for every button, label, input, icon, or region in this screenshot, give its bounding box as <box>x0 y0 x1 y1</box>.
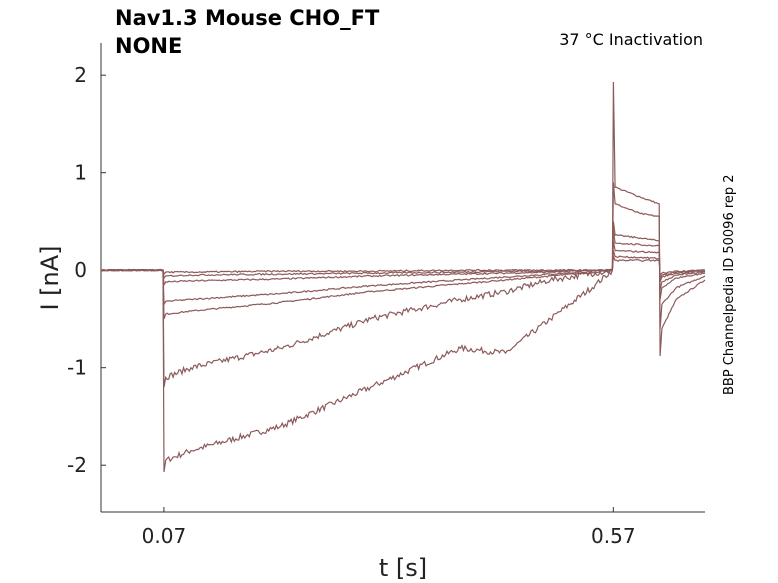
trace-6 <box>100 250 706 280</box>
y-axis-label: I [nA] <box>36 245 64 310</box>
trace-5 <box>100 240 706 287</box>
trace-3 <box>100 221 706 320</box>
x-tick-label: 0.07 <box>142 524 187 548</box>
condition-annotation: 37 °C Inactivation <box>559 30 703 49</box>
trace-4 <box>100 231 706 307</box>
y-tick-label: 1 <box>74 161 87 185</box>
x-axis-label: t [s] <box>379 554 427 582</box>
y-tick-label: -1 <box>67 356 87 380</box>
trace-1 <box>100 81 706 473</box>
y-tick-label: -2 <box>67 453 87 477</box>
x-tick-label: 0.57 <box>591 524 636 548</box>
trace-7 <box>101 256 706 277</box>
y-tick-label: 2 <box>74 63 87 87</box>
y-tick-label: 0 <box>74 258 87 282</box>
chart-title: Nav1.3 Mouse CHO_FT <box>115 6 380 30</box>
chart-subtitle: NONE <box>115 34 183 58</box>
trace-2 <box>100 182 706 388</box>
